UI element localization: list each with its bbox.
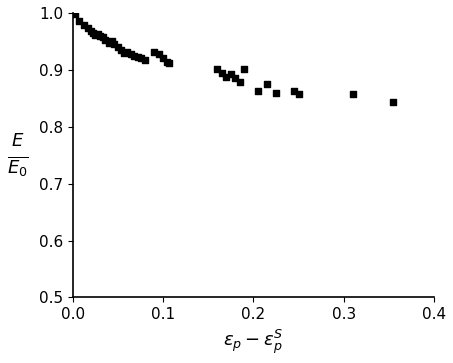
Point bbox=[101, 37, 109, 43]
Point bbox=[138, 56, 145, 61]
Point bbox=[105, 40, 112, 45]
Point bbox=[118, 47, 125, 53]
Point bbox=[295, 91, 302, 97]
Point bbox=[141, 57, 149, 62]
Point bbox=[134, 54, 141, 60]
Point bbox=[163, 60, 170, 65]
Point bbox=[290, 88, 298, 94]
Point bbox=[99, 34, 106, 40]
Point bbox=[114, 44, 121, 50]
Point bbox=[150, 49, 158, 54]
Point bbox=[272, 90, 280, 95]
Point bbox=[236, 79, 243, 85]
Point bbox=[263, 81, 270, 87]
Point bbox=[72, 11, 79, 17]
X-axis label: $\varepsilon_p - \varepsilon_p^S$: $\varepsilon_p - \varepsilon_p^S$ bbox=[223, 328, 284, 356]
Point bbox=[90, 30, 97, 36]
Point bbox=[390, 99, 397, 105]
Y-axis label: $E$
$\overline{E_0}$: $E$ $\overline{E_0}$ bbox=[7, 132, 29, 178]
Point bbox=[120, 50, 128, 56]
Point bbox=[214, 66, 221, 72]
Point bbox=[123, 49, 130, 54]
Point bbox=[222, 74, 230, 79]
Point bbox=[227, 72, 234, 77]
Point bbox=[84, 25, 92, 31]
Point bbox=[108, 38, 115, 44]
Point bbox=[155, 51, 162, 57]
Point bbox=[111, 41, 118, 47]
Point bbox=[241, 66, 248, 72]
Point bbox=[128, 51, 135, 57]
Point bbox=[130, 53, 138, 58]
Point bbox=[80, 23, 87, 28]
Point bbox=[231, 76, 239, 81]
Point bbox=[87, 28, 94, 34]
Point bbox=[94, 31, 101, 37]
Point bbox=[166, 60, 173, 66]
Point bbox=[96, 33, 103, 38]
Point bbox=[349, 91, 357, 97]
Point bbox=[254, 89, 261, 94]
Point bbox=[159, 56, 167, 61]
Point bbox=[75, 19, 82, 24]
Point bbox=[92, 32, 99, 37]
Point bbox=[218, 70, 225, 76]
